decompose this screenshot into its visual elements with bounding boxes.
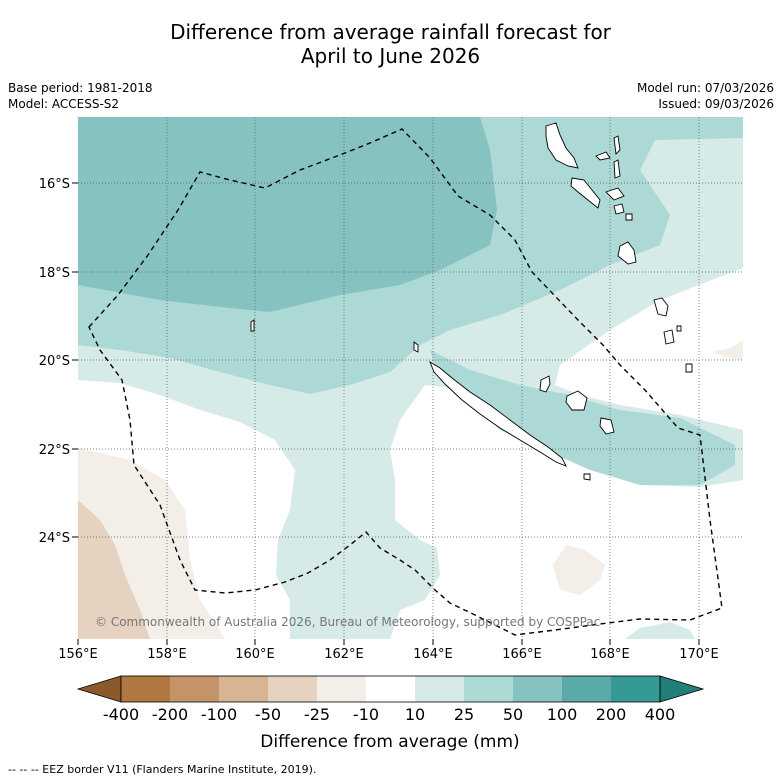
chart-title: Difference from average rainfall forecas… <box>0 20 781 68</box>
new-caledonia-island <box>429 360 567 467</box>
eez-legend-note: -- -- -- EEZ border V11 (Flanders Marine… <box>8 763 317 776</box>
colorbar-outline <box>120 675 661 703</box>
colorbar-segment <box>464 676 513 702</box>
colorbar-tick: -50 <box>255 705 281 724</box>
lon-axis: 156°E 158°E 160°E 162°E 164°E 166°E 168°… <box>58 639 719 662</box>
lon-label: 166°E <box>502 647 542 662</box>
lon-label: 160°E <box>235 647 275 662</box>
title-line-2: April to June 2026 <box>300 44 481 68</box>
model-label: Model: ACCESS-S2 <box>8 97 120 111</box>
island-small-2 <box>676 325 682 332</box>
colorbar-tick: 400 <box>645 705 676 724</box>
colorbar-segment <box>317 676 366 702</box>
lon-label: 170°E <box>679 647 719 662</box>
island-espiritu-santo <box>545 122 579 169</box>
island-pentecost <box>613 159 621 179</box>
island-ouvea <box>539 375 551 393</box>
lat-axis: 16°S 18°S 20°S 22°S 24°S <box>39 177 78 546</box>
band-50-100 <box>78 117 497 312</box>
graticule <box>78 117 743 639</box>
lat-label: 22°S <box>39 443 70 458</box>
rainfall-map: © Commonwealth of Australia 2026, Bureau… <box>78 117 743 639</box>
colorbar-title: Difference from average (mm) <box>260 732 519 752</box>
island-pines <box>583 473 591 481</box>
island-epi <box>613 203 625 215</box>
band-neg50-neg25 <box>78 500 150 639</box>
neutral-region-south <box>390 385 743 639</box>
lat-label: 16°S <box>39 177 70 192</box>
island-tanna <box>653 297 669 317</box>
band-10-25-se <box>625 622 695 639</box>
lat-label: 24°S <box>39 531 70 546</box>
island-chesterfield <box>250 319 255 332</box>
colorbar-extend-high <box>659 675 705 703</box>
island-maewo <box>613 135 621 155</box>
band-neg25-neg10-edge <box>712 340 743 360</box>
island-malakula <box>570 177 601 209</box>
band-neg25-neg10-east <box>553 545 605 595</box>
colorbar-tick: 100 <box>547 705 578 724</box>
colorbar-tick: 50 <box>503 705 523 724</box>
band-25-50-east <box>430 350 735 485</box>
colorbar-tick: 25 <box>454 705 474 724</box>
colorbar-segment <box>121 676 170 702</box>
island-aneityum <box>663 329 675 345</box>
lon-label: 168°E <box>590 647 630 662</box>
island-small-1 <box>685 363 693 373</box>
colorbar: -400 -200 -100 -50 -25 -10 10 25 50 100 … <box>76 675 705 752</box>
lon-label: 158°E <box>147 647 187 662</box>
base-info: Base period: 1981-2018 Model: ACCESS-S2 <box>8 80 153 112</box>
colorbar-segment <box>170 676 219 702</box>
colorbar-segment <box>562 676 611 702</box>
colorbar-tick: -100 <box>201 705 237 724</box>
colorbar-tick: -400 <box>103 705 139 724</box>
lat-label: 20°S <box>39 354 70 369</box>
colorbar-segment <box>219 676 268 702</box>
island-lifou <box>565 390 588 411</box>
colorbar-tick: -200 <box>152 705 188 724</box>
colorbar-tick: -25 <box>304 705 330 724</box>
colorbar-segment <box>415 676 464 702</box>
base-period-label: Base period: 1981-2018 <box>8 81 153 95</box>
colorbar-tick: 200 <box>596 705 627 724</box>
island-efate <box>617 241 637 265</box>
copyright-text: © Commonwealth of Australia 2026, Bureau… <box>95 615 600 629</box>
neutral-region-east <box>555 268 743 430</box>
lon-label: 162°E <box>324 647 364 662</box>
lat-label: 18°S <box>39 266 70 281</box>
colorbar-tick: 10 <box>405 705 425 724</box>
island-mare <box>599 417 615 435</box>
title-line-1: Difference from average rainfall forecas… <box>170 20 611 44</box>
lon-label: 156°E <box>58 647 98 662</box>
colorbar-tick: -10 <box>353 705 379 724</box>
colorbar-segment <box>268 676 317 702</box>
model-run-label: Model run: 07/03/2026 <box>636 81 774 95</box>
colorbar-segment <box>513 676 562 702</box>
island-ambrym <box>605 187 625 201</box>
colorbar-extend-low <box>76 675 122 703</box>
lon-label: 164°E <box>413 647 453 662</box>
colorbar-segment <box>366 676 415 702</box>
run-info: Model run: 07/03/2026 Issued: 09/03/2026 <box>637 80 774 112</box>
island-ambae <box>595 151 611 161</box>
island-shepherd <box>625 213 633 221</box>
island-belep <box>413 341 419 353</box>
colorbar-segment <box>611 676 660 702</box>
issued-label: Issued: 09/03/2026 <box>658 97 774 111</box>
